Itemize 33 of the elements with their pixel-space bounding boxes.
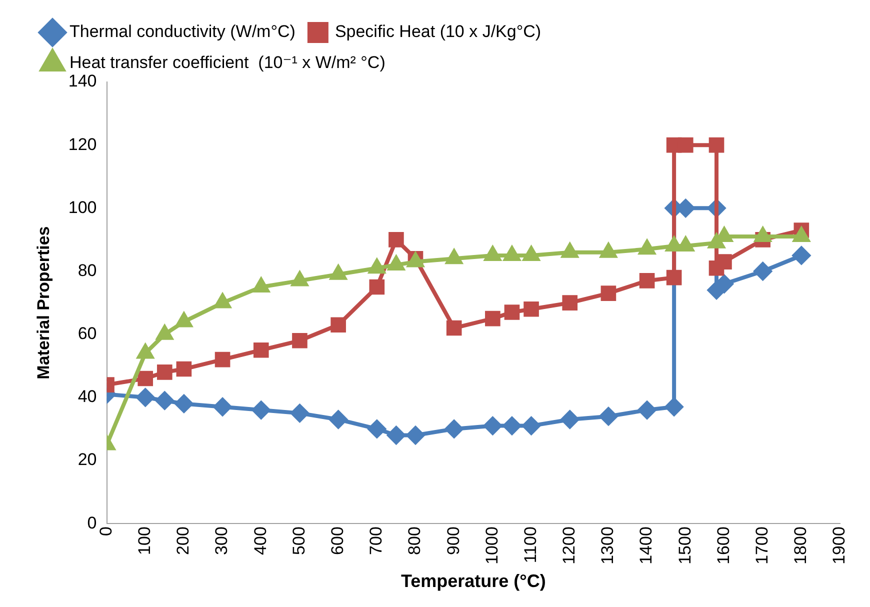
x-tick-label: 700 [366,526,386,555]
x-tick-label: 1500 [675,526,694,564]
x-tick-label: 400 [250,526,270,555]
x-tick-label: 300 [212,526,232,555]
x-tick-label: 600 [328,526,347,555]
x-tick-label: 100 [135,526,154,555]
y-tick-label: 140 [68,72,97,91]
x-tick-label: 800 [405,526,424,555]
x-tick-label: 1600 [714,526,733,564]
x-tick-label: 1300 [598,526,618,564]
legend-label: Heat transfer coefficient (10⁻¹ x W/m² °C) [70,53,386,72]
x-tick-label: 1700 [752,526,772,564]
x-tick-label: 1000 [482,526,502,564]
x-tick-label: 200 [174,526,193,555]
legend-label: Specific Heat (10 x J/Kg°C) [334,22,542,42]
x-tick-label: 1100 [520,526,540,564]
y-tick-label: 20 [78,450,97,470]
x-tick-label: 900 [444,526,463,555]
y-tick-label: 100 [68,198,97,217]
y-tick-label: 80 [78,260,97,280]
y-tick-label: 60 [78,324,97,344]
x-tick-label: 1800 [791,526,810,564]
x-axis-title: Temperature (°C) [400,571,546,592]
x-tick-label: 1200 [560,526,579,564]
y-tick-label: 40 [78,387,97,406]
y-tick-label: 120 [68,134,97,154]
x-tick-label: 500 [289,526,308,555]
x-tick-label: 1400 [636,526,656,564]
legend-label: Thermal conductivity (W/m°C) [70,22,296,42]
y-axis-title: Material Properties [34,226,53,380]
x-tick-label: 0 [96,526,116,536]
y-tick-label: 0 [87,513,97,532]
x-tick-label: 1900 [830,526,849,564]
